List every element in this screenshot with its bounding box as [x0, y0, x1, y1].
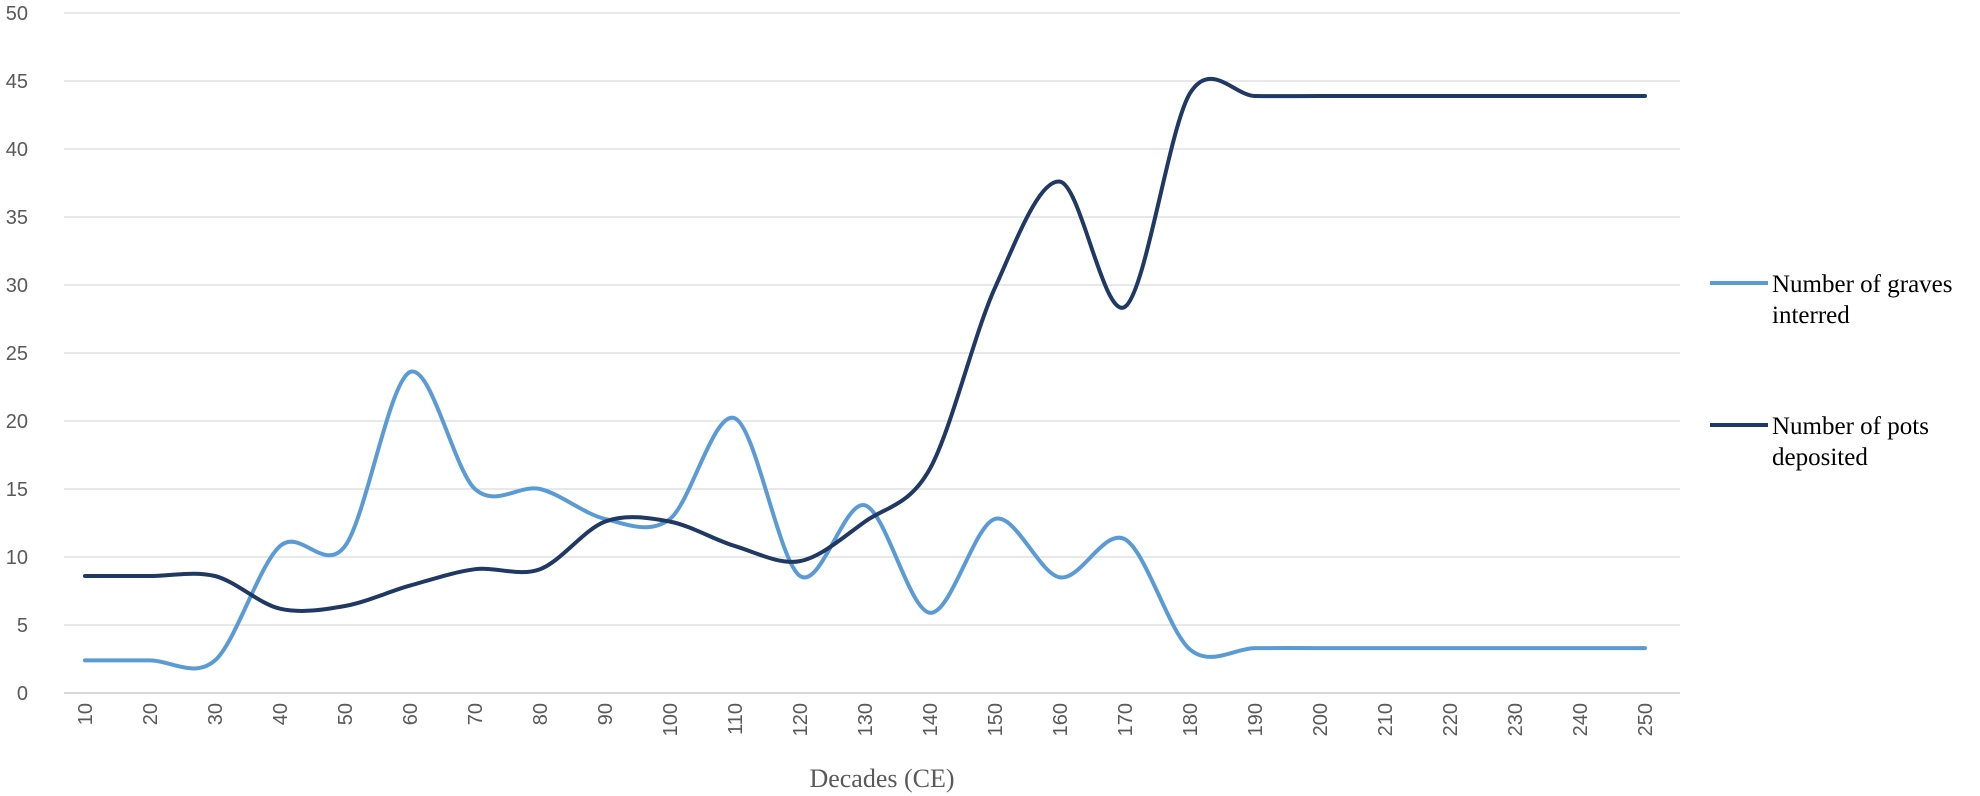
x-tick-label: 170: [1115, 703, 1137, 736]
y-tick-label: 20: [6, 411, 28, 433]
x-tick-label: 130: [855, 703, 877, 736]
x-axis-ticks: 10 20 30 40 50 60 70 80 90 100 110 120 130 140 150 160 1…: [75, 703, 1657, 736]
x-tick-label: 230: [1505, 703, 1527, 736]
legend-label: deposited: [1772, 444, 1868, 471]
y-tick-label: 35: [6, 207, 28, 229]
y-tick-label: 40: [6, 139, 28, 161]
x-tick-label: 100: [660, 703, 682, 736]
x-tick-label: 200: [1310, 703, 1332, 736]
x-tick-label: 240: [1570, 703, 1592, 736]
x-tick-label: 110: [725, 703, 747, 735]
legend-label: Number of pots: [1772, 413, 1929, 440]
x-tick-label: 160: [1050, 703, 1072, 736]
y-tick-label: 45: [6, 71, 28, 93]
x-tick-label: 20: [140, 703, 162, 725]
x-tick-label: 180: [1180, 703, 1202, 736]
series-lines: [83, 77, 1647, 671]
x-tick-label: 80: [530, 703, 552, 725]
y-tick-label: 30: [6, 275, 28, 297]
x-tick-label: 140: [920, 703, 942, 736]
y-tick-label: 25: [6, 343, 28, 365]
x-tick-label: 150: [985, 703, 1007, 736]
x-tick-label: 40: [270, 703, 292, 725]
y-tick-label: 50: [6, 3, 28, 25]
x-tick-label: 90: [595, 703, 617, 725]
series-line-2: [83, 77, 1647, 613]
x-tick-label: 210: [1375, 703, 1397, 736]
y-axis-ticks: 0 5 10 15 20 25 30 35 40 45 50: [6, 3, 28, 705]
x-tick-label: 50: [335, 703, 357, 725]
y-tick-label: 0: [17, 683, 28, 705]
y-tick-label: 5: [17, 615, 28, 637]
x-tick-label: 250: [1635, 703, 1657, 736]
x-tick-label: 190: [1245, 703, 1267, 736]
x-tick-label: 10: [75, 703, 97, 725]
x-tick-label: 60: [400, 703, 422, 725]
y-tick-label: 10: [6, 547, 28, 569]
x-tick-label: 30: [205, 703, 227, 725]
y-tick-label: 15: [6, 479, 28, 501]
legend: Number of graves interred Number of pots de…: [1710, 271, 1953, 471]
x-tick-label: 220: [1440, 703, 1462, 736]
x-tick-label: 120: [790, 703, 812, 736]
legend-label: interred: [1772, 302, 1850, 329]
legend-label: Number of graves: [1772, 271, 1953, 298]
x-axis-title: Decades (CE): [809, 764, 954, 793]
gridlines: [64, 12, 1680, 694]
x-tick-label: 70: [465, 703, 487, 725]
